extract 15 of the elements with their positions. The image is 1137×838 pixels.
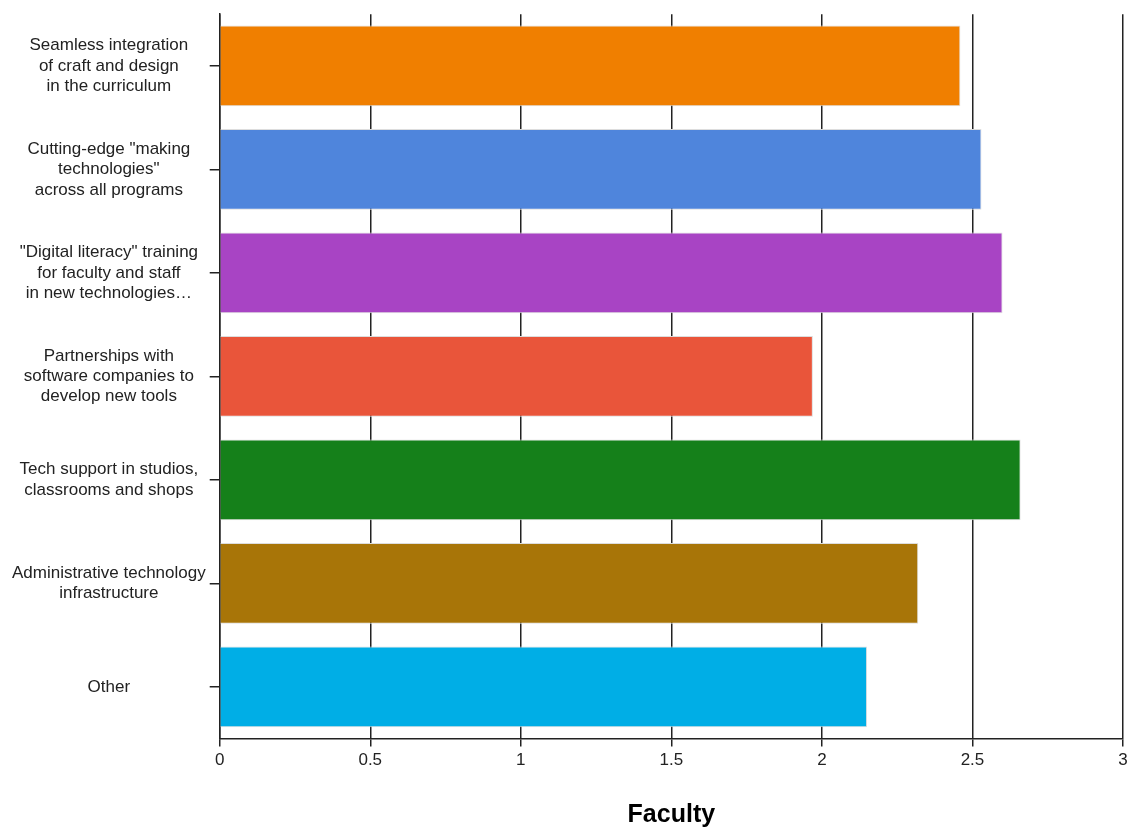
x-tick-label: 1.5 [659,750,684,770]
x-axis-title: Faculty [627,798,716,827]
x-tick-label: 2.5 [960,750,985,770]
x-tick-label: 0 [214,750,225,770]
y-tick-label: "Digital literacy" training for faculty and staff in new technologies… [19,242,199,302]
y-tick-label: Administrative technology infrastructure [11,562,207,603]
y-tick-label: Tech support in studios, classrooms and shops [19,459,199,499]
x-tick-label: 1 [516,750,526,770]
y-tick-label: Seamless integration of craft and design in the curriculum [29,35,189,96]
y-tick-label: Cutting-edge "making technologies" across all programs [27,138,191,199]
x-tick-label: 2 [817,750,827,770]
y-tick-label: Partnerships with software companies to develop new tools [23,345,194,406]
y-tick-label: Other [87,676,131,696]
x-tick-label: 3 [1118,750,1128,770]
x-tick-label: 0.5 [358,750,383,770]
